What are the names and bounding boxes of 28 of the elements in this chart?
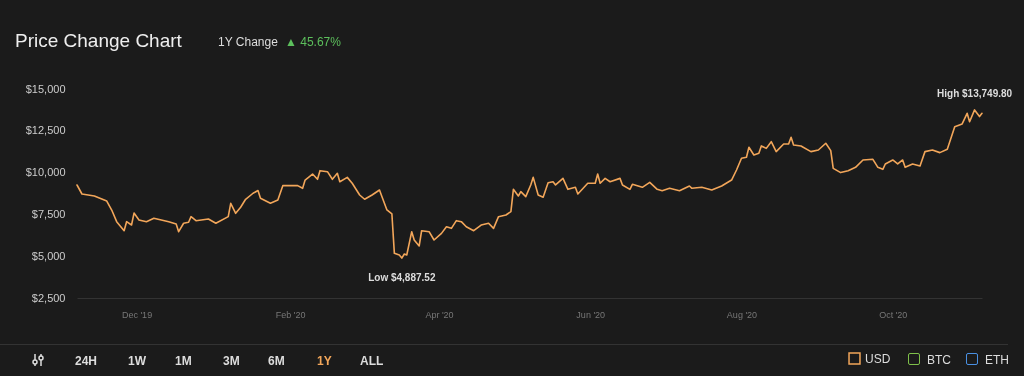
x-tick-label: Oct '20 <box>879 309 908 320</box>
text: BTC <box>927 353 951 367</box>
x-tick-label: Dec '19 <box>121 309 153 320</box>
text: 1M <box>175 354 192 368</box>
y-tick-label: $15,000 <box>25 82 66 95</box>
chart-subtitle: 1Y Change <box>218 35 278 49</box>
y-tick-label: $7,500 <box>31 207 66 220</box>
text: 6M <box>268 354 285 368</box>
y-tick-label: $12,500 <box>25 124 66 137</box>
text: 1W <box>128 354 146 368</box>
line-series <box>76 109 983 259</box>
y-tick-label: $5,000 <box>31 249 66 262</box>
text: 24H <box>75 354 98 368</box>
y-tick-label: $2,500 <box>31 291 66 304</box>
x-tick-label: Feb '20 <box>275 309 306 320</box>
annotation: Low $4,887.52 <box>368 272 436 284</box>
x-tick-label: Apr '20 <box>425 309 454 320</box>
text: 1Y <box>317 354 332 368</box>
legend-label: USD <box>865 351 891 366</box>
x-tick-label: Jun '20 <box>576 309 606 320</box>
y-tick-label: $10,000 <box>25 166 66 179</box>
text: ALL <box>360 354 384 368</box>
x-tick-label: Aug '20 <box>726 309 758 320</box>
text: ▲ 45.67% <box>285 35 341 49</box>
chart-title: Price Change Chart <box>15 30 182 52</box>
annotation: High $13,749.80 <box>937 87 1013 99</box>
text: 3M <box>223 354 240 368</box>
text: ETH <box>985 353 1009 367</box>
